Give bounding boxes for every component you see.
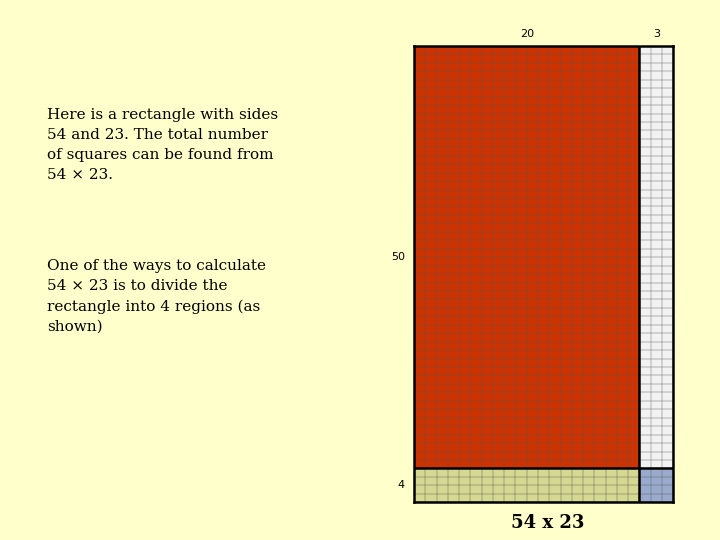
Bar [414, 468, 639, 502]
Text: 50: 50 [391, 252, 405, 262]
Bar [639, 468, 673, 502]
Text: Here is a rectangle with sides
54 and 23. The total number
of squares can be fou: Here is a rectangle with sides 54 and 23… [47, 108, 278, 182]
Text: 3: 3 [653, 29, 660, 39]
Text: 54 x 23: 54 x 23 [510, 514, 584, 532]
Text: 4: 4 [398, 480, 405, 490]
Text: One of the ways to calculate
54 × 23 is to divide the
rectangle into 4 regions (: One of the ways to calculate 54 × 23 is … [47, 259, 266, 334]
Bar [414, 46, 639, 468]
Text: 20: 20 [520, 29, 534, 39]
Bar [639, 46, 673, 468]
